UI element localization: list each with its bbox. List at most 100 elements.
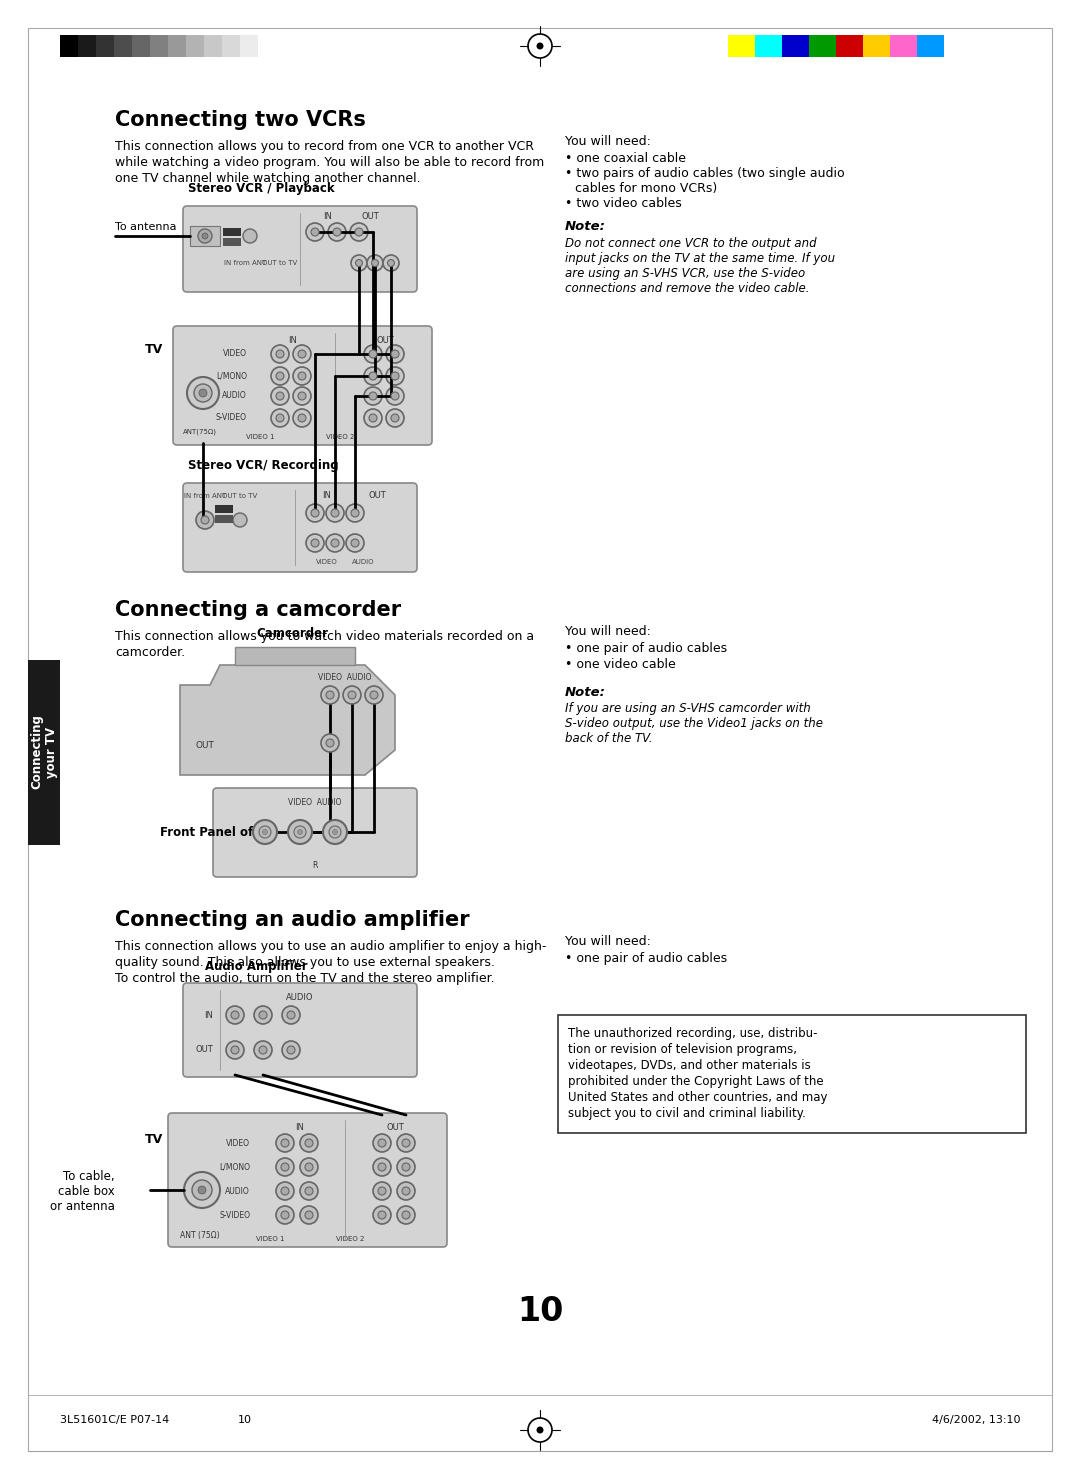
Circle shape bbox=[369, 373, 377, 380]
Text: Note:: Note: bbox=[565, 686, 606, 700]
Circle shape bbox=[391, 351, 399, 358]
Circle shape bbox=[391, 392, 399, 399]
Circle shape bbox=[300, 1182, 318, 1199]
Text: This connection allows you to watch video materials recorded on a: This connection allows you to watch vide… bbox=[114, 630, 535, 643]
Circle shape bbox=[184, 1171, 220, 1208]
Text: camcorder.: camcorder. bbox=[114, 646, 185, 660]
Circle shape bbox=[364, 345, 382, 362]
Circle shape bbox=[271, 387, 289, 405]
Text: OUT: OUT bbox=[361, 211, 379, 220]
Text: input jacks on the TV at the same time. If you: input jacks on the TV at the same time. … bbox=[565, 251, 835, 265]
Circle shape bbox=[259, 1046, 267, 1055]
Circle shape bbox=[254, 1006, 272, 1023]
Polygon shape bbox=[235, 646, 355, 666]
Circle shape bbox=[343, 686, 361, 704]
Text: ANT (75Ω): ANT (75Ω) bbox=[180, 1231, 219, 1239]
Bar bbox=[863, 35, 890, 58]
Circle shape bbox=[276, 1182, 294, 1199]
Circle shape bbox=[187, 377, 219, 410]
Circle shape bbox=[311, 509, 319, 518]
Circle shape bbox=[373, 1205, 391, 1225]
Circle shape bbox=[397, 1205, 415, 1225]
Circle shape bbox=[369, 351, 377, 358]
Circle shape bbox=[282, 1041, 300, 1059]
Bar bbox=[78, 35, 96, 58]
Circle shape bbox=[333, 830, 337, 834]
Circle shape bbox=[364, 367, 382, 385]
Text: OUT to TV: OUT to TV bbox=[222, 493, 258, 498]
Circle shape bbox=[355, 228, 363, 237]
Text: Connecting a camcorder: Connecting a camcorder bbox=[114, 600, 401, 620]
Circle shape bbox=[305, 1139, 313, 1148]
Circle shape bbox=[386, 367, 404, 385]
Text: videotapes, DVDs, and other materials is: videotapes, DVDs, and other materials is bbox=[568, 1059, 811, 1072]
Circle shape bbox=[351, 254, 367, 271]
Text: L/MONO: L/MONO bbox=[216, 371, 247, 380]
Text: OUT: OUT bbox=[195, 741, 214, 750]
Circle shape bbox=[259, 1012, 267, 1019]
Bar bbox=[836, 35, 863, 58]
Circle shape bbox=[276, 414, 284, 422]
Circle shape bbox=[321, 686, 339, 704]
Circle shape bbox=[305, 1162, 313, 1171]
Text: R: R bbox=[312, 861, 318, 870]
Circle shape bbox=[276, 1158, 294, 1176]
Circle shape bbox=[373, 1134, 391, 1152]
Text: subject you to civil and criminal liability.: subject you to civil and criminal liabil… bbox=[568, 1106, 806, 1120]
Circle shape bbox=[306, 504, 324, 522]
Bar bbox=[222, 238, 241, 246]
Circle shape bbox=[198, 1186, 206, 1194]
Circle shape bbox=[276, 373, 284, 380]
Text: one TV channel while watching another channel.: one TV channel while watching another ch… bbox=[114, 172, 420, 185]
Bar bbox=[728, 35, 755, 58]
Bar bbox=[917, 35, 944, 58]
Circle shape bbox=[350, 223, 368, 241]
Text: Connecting
your TV: Connecting your TV bbox=[30, 714, 58, 790]
Text: • one coaxial cable: • one coaxial cable bbox=[565, 152, 686, 166]
Text: If you are using an S-VHS camcorder with: If you are using an S-VHS camcorder with bbox=[565, 703, 811, 714]
Text: Connecting two VCRs: Connecting two VCRs bbox=[114, 109, 366, 130]
Circle shape bbox=[397, 1158, 415, 1176]
Circle shape bbox=[355, 259, 363, 266]
Bar bbox=[132, 35, 150, 58]
Circle shape bbox=[365, 686, 383, 704]
Text: S-VIDEO: S-VIDEO bbox=[219, 1210, 249, 1220]
Text: TV: TV bbox=[145, 1133, 163, 1146]
Text: 10: 10 bbox=[517, 1296, 563, 1328]
Circle shape bbox=[306, 223, 324, 241]
Circle shape bbox=[198, 229, 212, 243]
Text: Front Panel of TV: Front Panel of TV bbox=[160, 825, 274, 839]
Circle shape bbox=[282, 1006, 300, 1023]
Text: This connection allows you to use an audio amplifier to enjoy a high-: This connection allows you to use an aud… bbox=[114, 941, 546, 952]
Text: back of the TV.: back of the TV. bbox=[565, 732, 652, 745]
Circle shape bbox=[369, 392, 377, 399]
Circle shape bbox=[528, 34, 552, 58]
Bar bbox=[150, 35, 168, 58]
Bar bbox=[114, 35, 132, 58]
Circle shape bbox=[199, 389, 207, 396]
Text: OUT: OUT bbox=[368, 491, 386, 500]
Text: S-VIDEO: S-VIDEO bbox=[216, 414, 247, 423]
Circle shape bbox=[305, 1188, 313, 1195]
Circle shape bbox=[370, 691, 378, 700]
Circle shape bbox=[294, 825, 306, 839]
Circle shape bbox=[402, 1211, 410, 1219]
Circle shape bbox=[276, 1205, 294, 1225]
Circle shape bbox=[378, 1188, 386, 1195]
Circle shape bbox=[243, 229, 257, 243]
Bar bbox=[558, 1015, 1026, 1133]
Text: AUDIO: AUDIO bbox=[222, 392, 247, 401]
Text: VIDEO: VIDEO bbox=[226, 1139, 249, 1148]
Circle shape bbox=[281, 1188, 289, 1195]
Text: • two video cables: • two video cables bbox=[565, 197, 681, 210]
Bar bbox=[222, 35, 240, 58]
Bar bbox=[890, 35, 917, 58]
Circle shape bbox=[293, 410, 311, 427]
Circle shape bbox=[326, 740, 334, 747]
Circle shape bbox=[537, 1427, 543, 1433]
Text: ANT(75Ω): ANT(75Ω) bbox=[183, 429, 217, 435]
Text: Stereo VCR/ Recording: Stereo VCR/ Recording bbox=[188, 458, 339, 472]
Bar bbox=[60, 35, 78, 58]
Text: IN: IN bbox=[323, 491, 332, 500]
Circle shape bbox=[298, 351, 306, 358]
